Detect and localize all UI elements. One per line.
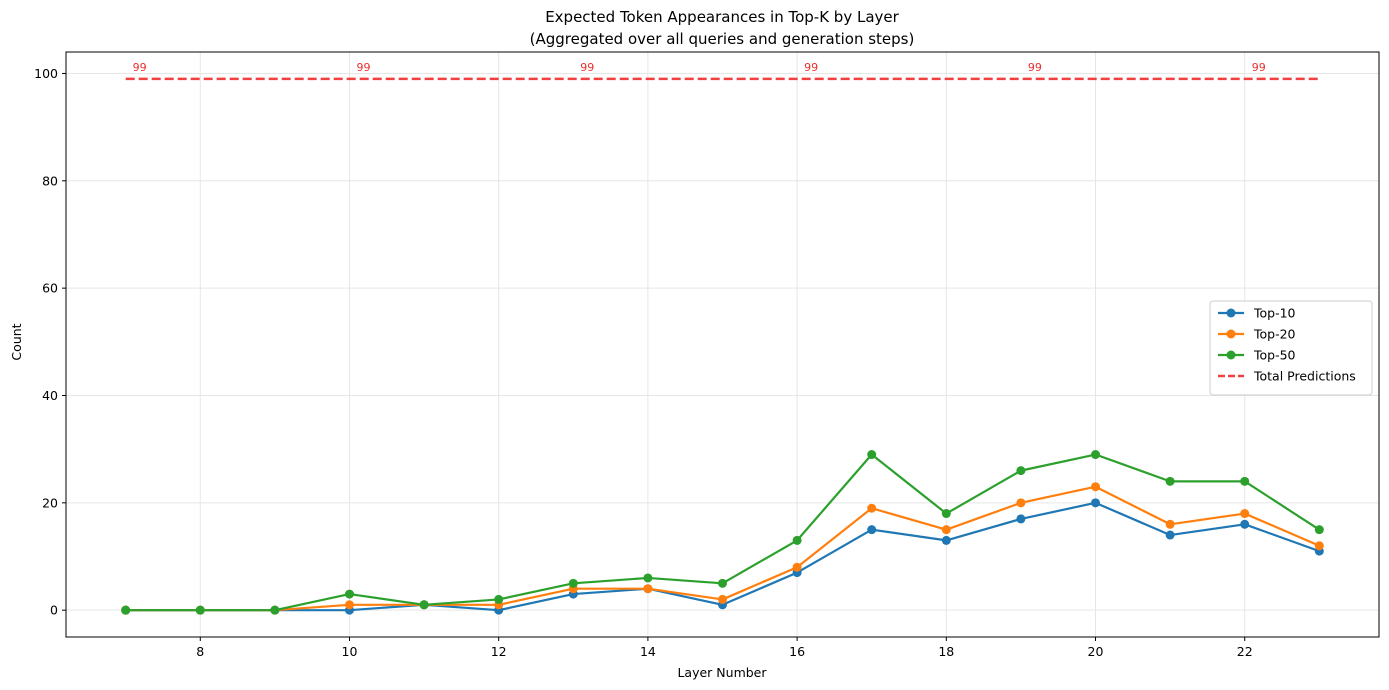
axis-ticks: 8 10 12 14 16 18 20 22 0 20 40 60 80 100 — [34, 66, 1253, 659]
data-point-top-20 — [941, 525, 951, 535]
plot-frame — [65, 51, 1380, 638]
annotations: 99 99 99 99 99 99 — [133, 61, 1266, 74]
series-group — [121, 77, 1324, 615]
data-point-top-20 — [718, 594, 727, 604]
y-tick-label: 40 — [42, 388, 58, 403]
data-point-top-50 — [941, 509, 951, 519]
data-point-top-10 — [867, 525, 877, 535]
x-tick-label: 14 — [640, 644, 656, 659]
legend-label-top-50: Top-50 — [1253, 348, 1296, 363]
data-point-top-10 — [1091, 498, 1101, 508]
data-point-top-50 — [867, 450, 877, 460]
y-tick-label: 0 — [50, 603, 58, 618]
y-tick-label: 60 — [42, 281, 58, 296]
annotation-label: 99 — [1028, 61, 1042, 74]
data-point-top-50 — [195, 605, 205, 615]
series-line-top-10 — [125, 501, 1320, 612]
annotation-label: 99 — [804, 61, 818, 74]
legend-label-total-predictions: Total Predictions — [1253, 369, 1356, 384]
data-point-top-20 — [1314, 541, 1324, 551]
data-point-top-50 — [344, 589, 354, 599]
data-point-top-10 — [941, 535, 951, 545]
data-point-top-50 — [792, 535, 802, 545]
data-point-top-50 — [568, 578, 578, 588]
x-tick-label: 16 — [789, 644, 805, 659]
data-point-top-20 — [643, 584, 653, 594]
data-point-top-50 — [718, 578, 727, 588]
data-point-top-50 — [643, 573, 653, 583]
y-tick-label: 20 — [42, 495, 58, 510]
annotation-label: 99 — [356, 61, 370, 74]
grid — [66, 52, 1379, 637]
data-point-top-50 — [1314, 525, 1324, 535]
legend-marker-top-50 — [1226, 350, 1236, 360]
data-point-top-50 — [270, 605, 280, 615]
x-tick-label: 8 — [196, 644, 204, 659]
annotation-label: 99 — [580, 61, 594, 74]
data-point-top-20 — [1240, 509, 1250, 519]
data-point-top-20 — [1165, 519, 1175, 529]
y-tick-label: 80 — [42, 173, 58, 188]
data-point-top-10 — [1016, 514, 1026, 524]
data-point-top-50 — [1016, 466, 1026, 476]
data-point-top-20 — [792, 562, 802, 572]
legend-marker-top-10 — [1226, 308, 1236, 318]
legend: Top-10 Top-20 Top-50 Total Predictions — [1209, 300, 1373, 396]
data-point-top-20 — [1091, 482, 1101, 492]
data-point-top-20 — [344, 600, 354, 610]
y-axis-label: Count — [9, 323, 24, 360]
x-tick-label: 22 — [1237, 644, 1253, 659]
legend-label-top-10: Top-10 — [1253, 306, 1296, 321]
annotation-label: 99 — [1252, 61, 1266, 74]
data-point-top-10 — [1240, 519, 1250, 529]
annotation-label: 99 — [133, 61, 147, 74]
data-point-top-10 — [1165, 530, 1175, 540]
data-point-top-50 — [1091, 450, 1101, 460]
series-line-top-20 — [125, 485, 1320, 612]
legend-marker-top-20 — [1226, 329, 1236, 339]
chart-subtitle: (Aggregated over all queries and generat… — [530, 30, 915, 48]
legend-box — [1209, 300, 1373, 396]
x-tick-label: 20 — [1088, 644, 1104, 659]
x-tick-label: 18 — [938, 644, 954, 659]
x-tick-label: 12 — [491, 644, 507, 659]
data-point-top-20 — [867, 503, 877, 513]
data-point-top-50 — [121, 605, 131, 615]
legend-label-top-20: Top-20 — [1253, 327, 1296, 342]
x-tick-label: 10 — [342, 644, 358, 659]
data-point-top-50 — [494, 594, 504, 604]
data-point-top-50 — [419, 600, 429, 610]
data-point-top-50 — [1165, 476, 1175, 486]
chart-title: Expected Token Appearances in Top-K by L… — [545, 8, 899, 26]
y-tick-label: 100 — [34, 66, 58, 81]
x-axis-label: Layer Number — [677, 665, 767, 680]
data-point-top-50 — [1240, 476, 1250, 486]
data-point-top-20 — [1016, 498, 1026, 508]
